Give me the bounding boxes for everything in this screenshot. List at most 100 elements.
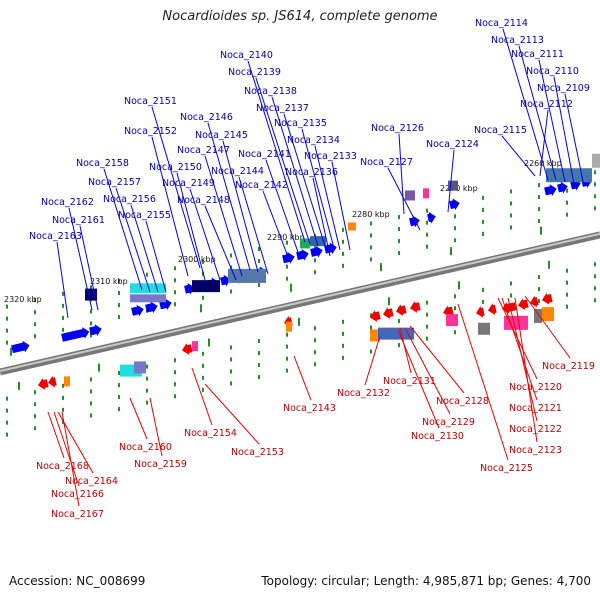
tick-mark: [90, 321, 92, 326]
feature-block: [300, 238, 310, 249]
gene-label: Noca_2160: [119, 442, 172, 453]
gene-leader-line: [79, 225, 99, 311]
gene-label: Noca_2129: [422, 417, 475, 428]
tick-mark: [398, 215, 400, 220]
tick-mark: [538, 207, 540, 212]
tick-mark: [566, 292, 568, 297]
forward-gene-arrow: [89, 324, 102, 336]
tick-mark: [426, 208, 428, 213]
reverse-gene-arrow: [410, 301, 421, 313]
gene-label: Noca_2140: [220, 50, 273, 61]
feature-block: [64, 376, 70, 387]
tick-mark: [482, 299, 484, 304]
gene-label: Noca_2114: [475, 18, 528, 29]
gene-label: Noca_2154: [184, 428, 237, 439]
kbp-label: 2310 kbp: [90, 277, 128, 286]
tick-mark: [566, 304, 568, 309]
tick-mark: [454, 294, 456, 299]
tick-mark: [398, 251, 400, 256]
tick-mark: [426, 312, 428, 317]
tick-mark: [202, 295, 204, 300]
tick-mark: [370, 245, 372, 250]
tick-mark: [258, 247, 260, 252]
tick-mark: [6, 432, 8, 437]
reverse-gene-arrow: [542, 292, 553, 305]
gene-label: Noca_2162: [41, 197, 94, 208]
tick-mark: [510, 201, 512, 206]
gene-leader-line: [47, 411, 65, 459]
kbp-tick: [458, 281, 460, 290]
tick-mark: [6, 316, 8, 321]
gene-leader-line: [447, 149, 455, 213]
kbp-tick: [380, 263, 382, 272]
tick-mark: [510, 213, 512, 218]
tick-mark: [454, 226, 456, 231]
reverse-gene-arrow: [383, 307, 394, 319]
tick-mark: [118, 279, 120, 284]
tick-mark: [258, 339, 260, 344]
gene-leader-line: [53, 411, 80, 487]
tick-mark: [174, 394, 176, 399]
reverse-gene-arrow: [370, 310, 381, 322]
gene-leader-line: [404, 327, 451, 415]
tick-mark: [538, 299, 540, 304]
tick-mark: [34, 402, 36, 407]
tick-mark: [370, 325, 372, 330]
tick-mark: [174, 302, 176, 307]
gene-label: Noca_2164: [65, 476, 118, 487]
tick-mark: [482, 195, 484, 200]
gene-label: Noca_2113: [491, 35, 544, 46]
tick-mark: [538, 219, 540, 224]
feature-block: [192, 341, 198, 352]
feature-block: [478, 322, 490, 335]
gene-label: Noca_2153: [231, 447, 284, 458]
gene-label: Noca_2119: [542, 361, 595, 372]
gene-label: Noca_2123: [509, 445, 562, 456]
forward-gene-arrow: [61, 327, 90, 342]
tick-mark: [398, 319, 400, 324]
gene-leader-line: [61, 411, 80, 507]
gene-label: Noca_2141: [238, 149, 291, 160]
tick-mark: [314, 350, 316, 355]
tick-mark: [454, 306, 456, 311]
gene-leader-line: [151, 106, 201, 269]
gene-label: Noca_2152: [124, 126, 177, 137]
tick-mark: [594, 286, 596, 291]
tick-mark: [6, 328, 8, 333]
feature-block: [192, 280, 220, 293]
kbp-tick: [450, 247, 452, 256]
gene-leader-line: [265, 159, 301, 259]
feature-block: [370, 329, 380, 342]
tick-mark: [62, 419, 64, 424]
gene-leader-line: [293, 355, 312, 401]
forward-gene-labels: Noca_2114 Noca_2113 Noca_2111 Noca_2110 Noca…: [29, 18, 590, 319]
tick-mark: [426, 300, 428, 305]
genome-backbone-highlight: [0, 232, 600, 372]
tick-mark: [118, 315, 120, 320]
accession-text: Accession: NC_008699: [9, 574, 146, 588]
forward-gene-arrow: [310, 245, 323, 258]
tick-mark: [146, 376, 148, 381]
tick-mark: [454, 330, 456, 335]
tick-mark: [230, 253, 232, 258]
tick-mark: [566, 188, 568, 193]
feature-block: [228, 268, 266, 283]
tick-mark: [398, 239, 400, 244]
tick-mark: [538, 287, 540, 292]
kbp-tick: [548, 260, 550, 269]
tick-mark: [342, 319, 344, 324]
gene-label: Noca_2155: [118, 210, 171, 221]
gene-leader-line: [145, 220, 167, 293]
tick-mark: [398, 343, 400, 348]
gene-leader-line: [387, 167, 421, 231]
gene-leader-line: [312, 177, 331, 257]
tick-mark: [370, 313, 372, 318]
gene-label: Noca_2138: [244, 86, 297, 97]
tick-mark: [510, 293, 512, 298]
gene-label: Noca_2127: [360, 157, 413, 168]
tick-mark: [370, 349, 372, 354]
feature-block: [423, 188, 429, 199]
tick-mark: [286, 264, 288, 269]
tick-mark: [594, 262, 596, 267]
